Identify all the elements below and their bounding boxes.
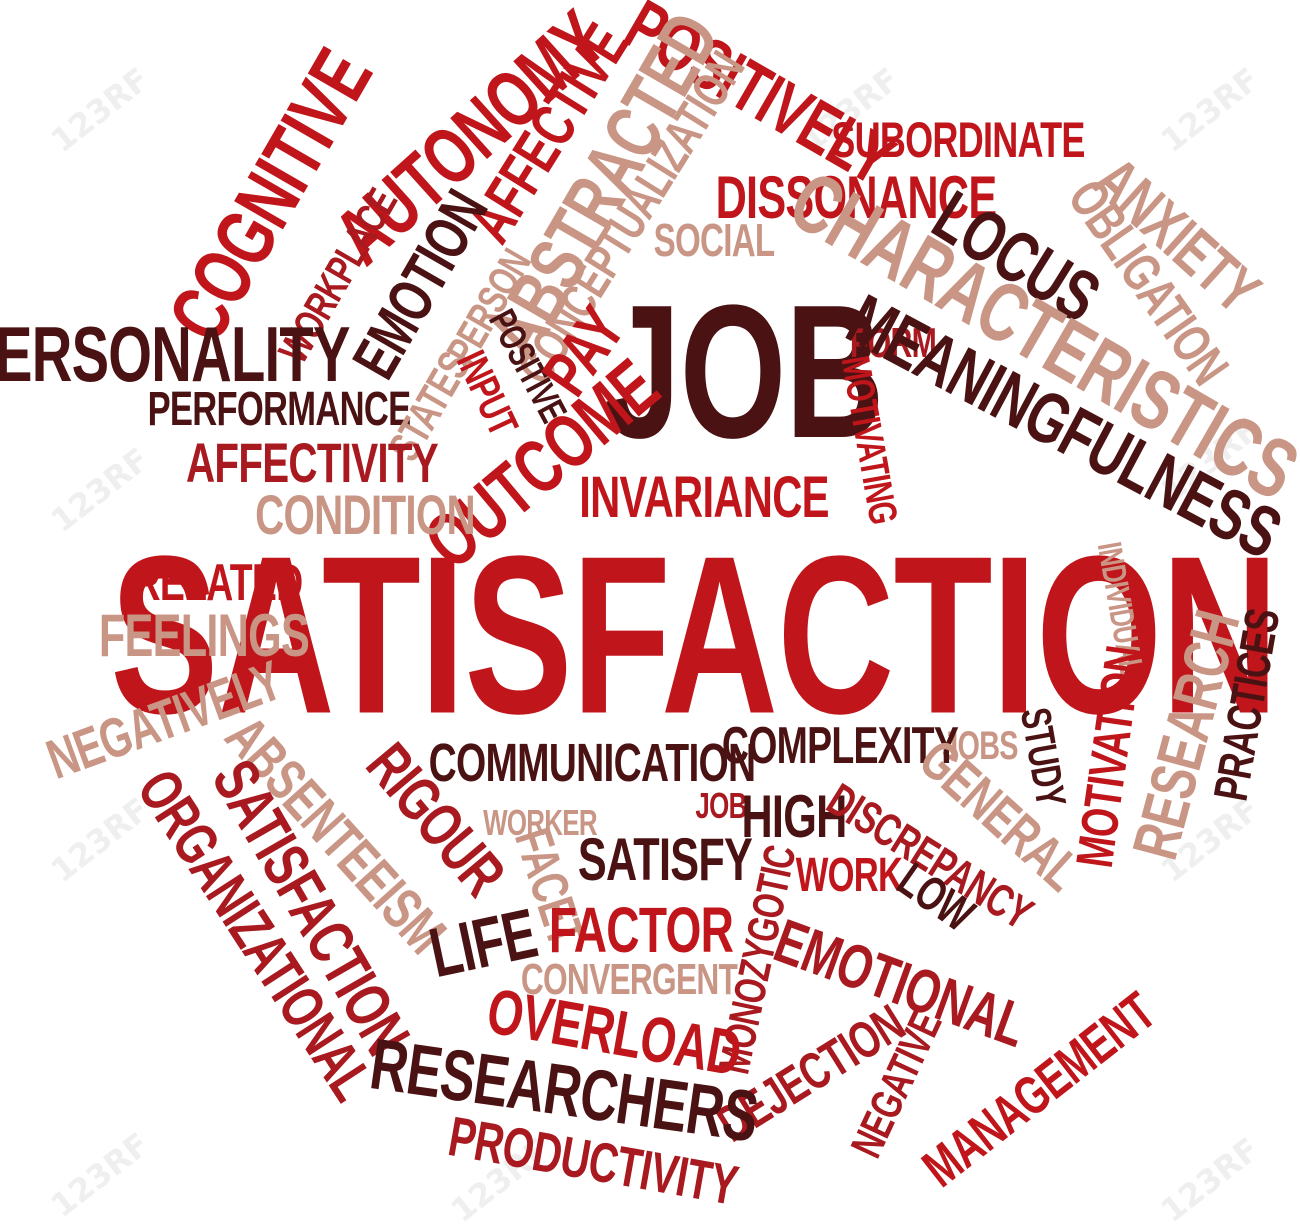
cloud-word-factor: FACTOR: [548, 894, 734, 966]
cloud-word-job: JOB: [695, 785, 747, 826]
cloud-word-communication: COMMUNICATION: [428, 733, 757, 793]
cloud-word-feelings: FEELINGS: [98, 602, 310, 669]
cloud-word-condition: CONDITION: [255, 483, 475, 546]
cloud-word-convergent: CONVERGENT: [520, 955, 738, 1004]
cloud-word-high: HIGH: [741, 783, 847, 850]
cloud-word-work: WORK: [795, 849, 903, 902]
cloud-word-performance: PERFORMANCE: [147, 383, 412, 436]
watermark: 123RF: [1153, 1130, 1267, 1228]
cloud-word-satisfaction: SATISFACTION: [110, 508, 1278, 761]
cloud-word-complexity: COMPLEXITY: [721, 717, 959, 775]
cloud-word-related: RELATED: [133, 554, 304, 612]
cloud-word-form: FORM: [849, 319, 937, 366]
cloud-word-worker: WORKER: [483, 802, 597, 843]
cloud-word-job: JOB: [604, 266, 884, 478]
cloud-word-jobs: JOBS: [942, 724, 1018, 768]
cloud-word-personality: PERSONALITY: [0, 310, 350, 398]
watermark: 123RF: [43, 1125, 157, 1225]
cloud-word-dissonance: DISSONANCE: [715, 164, 998, 231]
cloud-word-affectivity: AFFECTIVITY: [186, 431, 439, 494]
cloud-word-social: SOCIAL: [653, 214, 776, 266]
watermark: 123RF: [43, 60, 157, 160]
cloud-word-invariance: INVARIANCE: [579, 465, 829, 530]
cloud-word-satisfy: SATISFY: [577, 826, 753, 893]
cloud-word-subordinate: SUBORDINATE: [831, 112, 1085, 168]
watermark: 123RF: [1153, 60, 1267, 160]
